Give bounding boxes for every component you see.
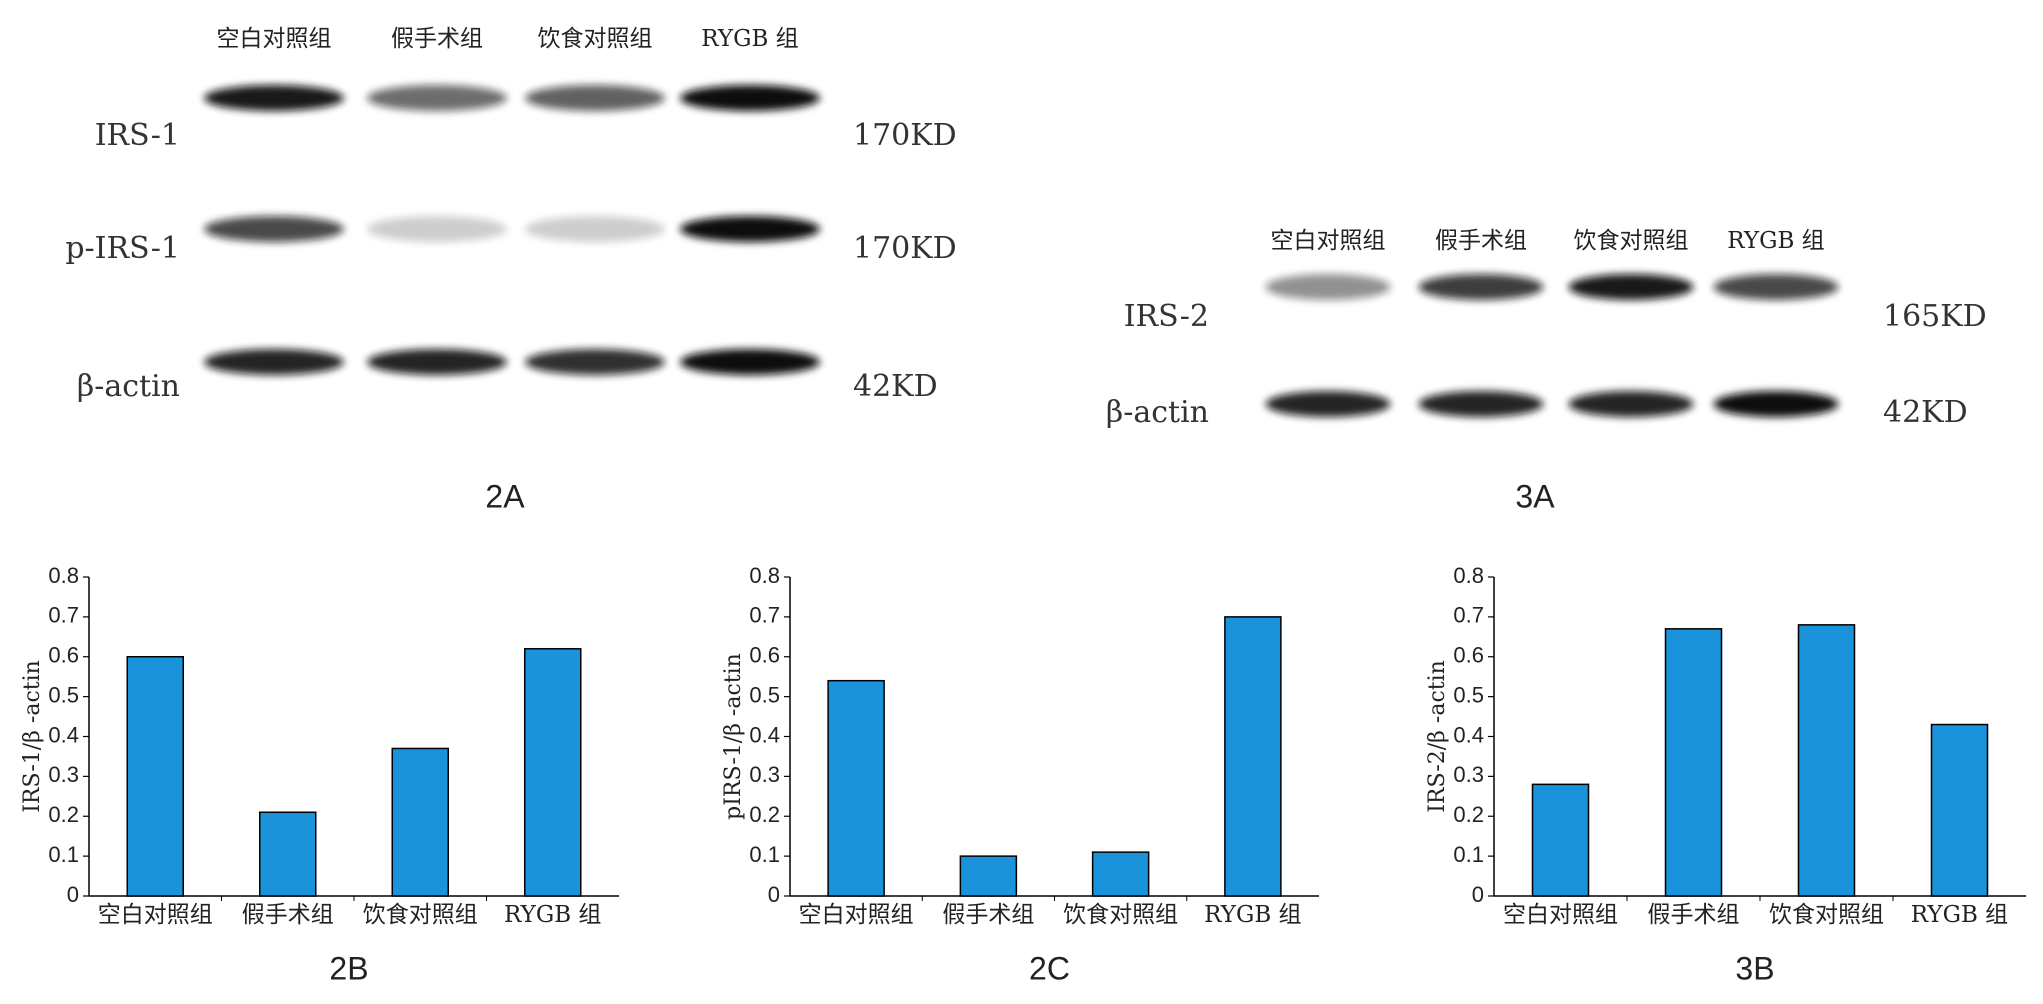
y-tick-label: 0.5 [48,682,79,707]
blot-band [525,216,665,242]
blot-band [1265,391,1391,417]
y-tick-label: 0.7 [1453,603,1484,628]
panel-label: 3B [1735,950,1774,986]
y-tick-label: 0.3 [48,762,79,787]
x-tick-label: RYGB 组 [504,902,601,928]
bar [827,679,885,897]
y-tick-label: 0.8 [749,563,780,588]
y-tick-label: 0.3 [1453,762,1484,787]
bar [126,656,184,897]
blot-band [1568,274,1694,300]
lane-label: 饮食对照组 [1574,228,1689,254]
lane-label: 饮食对照组 [538,26,653,52]
bar [259,811,317,897]
y-tick-label: 0.2 [1453,802,1484,827]
y-axis-label: pIRS-1/β -actin [721,653,746,820]
x-tick-label: 饮食对照组 [363,902,478,928]
bar [1797,624,1856,897]
blot-band [367,216,507,242]
size-label: 42KD [1883,395,1968,430]
row-label: IRS-2 [1124,299,1209,334]
bar [1224,616,1282,897]
lane-label: 空白对照组 [217,26,332,52]
y-tick-label: 0.4 [48,722,79,747]
blot-band [680,85,820,111]
y-tick-label: 0.5 [749,682,780,707]
y-axis-label: IRS-2/β -actin [1425,660,1450,813]
panel-label: 2A [485,478,525,514]
y-tick-label: 0.1 [1453,842,1484,867]
y-tick-label: 0.4 [749,722,780,747]
panel-label: 2B [329,950,368,986]
y-tick-label: 0 [768,882,780,907]
blot-band [680,349,820,375]
blot-band [1713,391,1839,417]
blot-band [1265,274,1391,300]
y-tick-label: 0.1 [48,842,79,867]
y-axis-label: IRS-1/β -actin [20,660,45,813]
y-tick-label: 0.2 [749,802,780,827]
y-tick-label: 0.6 [48,643,79,668]
lane-label: 假手术组 [391,26,483,52]
bar [959,855,1018,897]
blot-band [1418,274,1544,300]
size-label: 42KD [853,369,938,404]
y-tick-label: 0.4 [1453,722,1484,747]
blot-band [204,85,344,111]
bar [1531,783,1590,897]
panel-label: 2C [1029,950,1070,986]
blot-band [525,85,665,111]
x-tick-label: RYGB 组 [1911,902,2008,928]
y-tick-label: 0.6 [749,643,780,668]
x-tick-label: 空白对照组 [98,902,213,928]
row-label: IRS-1 [95,118,180,153]
lane-label: 空白对照组 [1271,228,1386,254]
row-label: p-IRS-1 [65,231,180,266]
x-tick-label: 空白对照组 [1503,902,1618,928]
blot-band [680,216,820,242]
lane-label: RYGB 组 [1727,228,1824,254]
blot-band [367,349,507,375]
x-tick-label: RYGB 组 [1204,902,1301,928]
panel-label: 3A [1515,478,1555,514]
bar [1091,851,1150,897]
lane-label: 假手术组 [1435,228,1527,254]
y-tick-label: 0.3 [749,762,780,787]
bar [391,747,449,897]
blot-band [204,216,344,242]
size-label: 170KD [853,118,957,153]
blot-band [1713,274,1839,300]
blot-band [1418,391,1544,417]
blot-band [367,85,507,111]
x-tick-label: 假手术组 [242,902,334,928]
size-label: 170KD [853,231,957,266]
blot-band [525,349,665,375]
x-tick-label: 饮食对照组 [1063,902,1178,928]
x-tick-label: 假手术组 [942,902,1034,928]
blot-band [204,349,344,375]
y-tick-label: 0 [1472,882,1484,907]
y-tick-label: 0.2 [48,802,79,827]
y-tick-label: 0.1 [749,842,780,867]
row-label: β-actin [77,369,180,404]
bar [1664,628,1723,897]
row-label: β-actin [1106,395,1209,430]
y-tick-label: 0.8 [1453,563,1484,588]
y-tick-label: 0.6 [1453,643,1484,668]
blot-band [1568,391,1694,417]
y-tick-label: 0.5 [1453,682,1484,707]
y-tick-label: 0 [67,882,79,907]
bar [524,648,582,897]
lane-label: RYGB 组 [701,26,798,52]
size-label: 165KD [1883,299,1987,334]
y-tick-label: 0.8 [48,563,79,588]
bar [1930,723,1989,897]
y-tick-label: 0.7 [48,603,79,628]
x-tick-label: 饮食对照组 [1769,902,1884,928]
x-tick-label: 空白对照组 [799,902,914,928]
x-tick-label: 假手术组 [1648,902,1740,928]
y-tick-label: 0.7 [749,603,780,628]
